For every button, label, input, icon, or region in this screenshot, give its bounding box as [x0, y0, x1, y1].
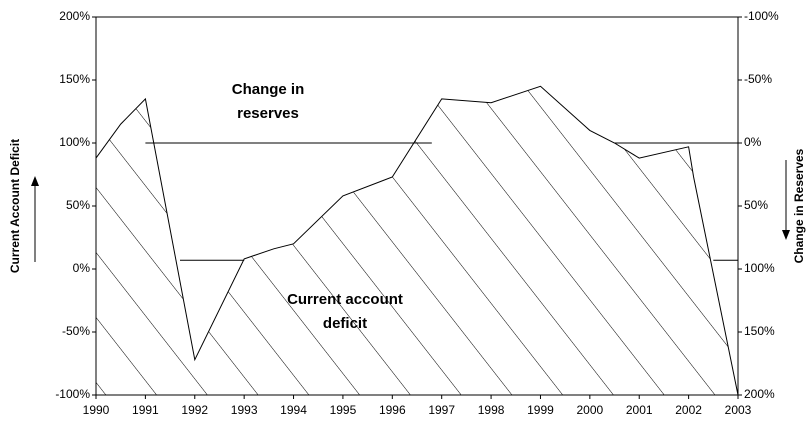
y-tick-label: 0%: [73, 261, 91, 275]
y-tick-label: 150%: [59, 72, 90, 86]
x-tick-label: 2000: [576, 403, 603, 417]
y2-tick-label: 0%: [744, 135, 762, 149]
x-tick-label: 1995: [330, 403, 357, 417]
x-tick-label: 2003: [725, 403, 752, 417]
annotation: Current account deficit: [287, 291, 403, 332]
y2-tick-label: -100%: [744, 9, 779, 23]
y-tick-label: -50%: [62, 324, 90, 338]
x-tick-label: 1994: [280, 403, 307, 417]
x-tick-label: 1997: [428, 403, 455, 417]
x-tick-label: 1996: [379, 403, 406, 417]
y2-tick-label: 50%: [744, 198, 768, 212]
arrow-up: [31, 176, 39, 262]
y2-axis-title: Change in Reserves: [792, 148, 806, 263]
y2-tick-label: -50%: [744, 72, 772, 86]
x-tick-label: 1999: [527, 403, 554, 417]
x-tick-label: 1991: [132, 403, 159, 417]
y2-tick-label: 200%: [744, 387, 775, 401]
x-tick-label: 1993: [231, 403, 258, 417]
x-tick-label: 1992: [181, 403, 208, 417]
y-tick-label: 100%: [59, 135, 90, 149]
y-tick-label: 200%: [59, 9, 90, 23]
x-tick-label: 1998: [478, 403, 505, 417]
arrow-down: [782, 160, 790, 240]
y2-tick-label: 150%: [744, 324, 775, 338]
y2-tick-label: 100%: [744, 261, 775, 275]
x-tick-label: 2001: [626, 403, 653, 417]
y-tick-label: -100%: [55, 387, 90, 401]
hatched-area: [95, 85, 739, 396]
x-tick-label: 2002: [675, 403, 702, 417]
series-line: [145, 142, 738, 261]
y-axis-title: Current Account Deficit: [8, 139, 22, 273]
annotation: Change in reserves: [232, 81, 305, 122]
x-tick-label: 1990: [83, 403, 110, 417]
y-tick-label: 50%: [66, 198, 90, 212]
